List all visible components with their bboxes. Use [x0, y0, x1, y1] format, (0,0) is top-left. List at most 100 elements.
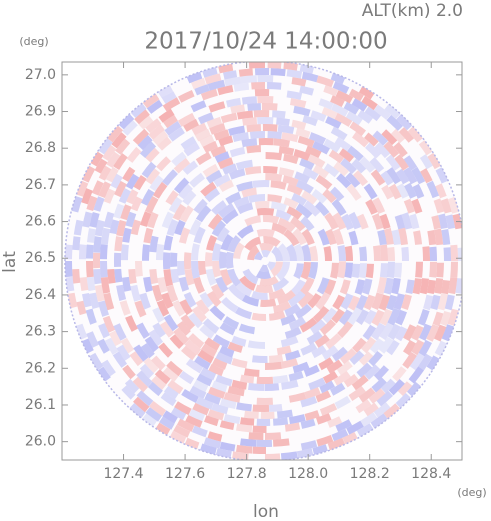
y-tick-label: 26.8 — [25, 140, 56, 156]
echo-cell — [314, 334, 330, 348]
echo-cell — [235, 306, 252, 320]
echo-cell — [180, 314, 196, 331]
echo-cell — [244, 410, 259, 419]
echo-cell — [129, 351, 144, 367]
echo-cell — [330, 126, 348, 141]
echo-cell — [223, 316, 240, 330]
echo-cell — [244, 166, 262, 175]
echo-cell — [307, 293, 322, 309]
echo-cell — [185, 415, 203, 428]
echo-cell — [109, 219, 120, 235]
echo-cell — [157, 85, 174, 98]
echo-cell — [210, 284, 225, 300]
echo-cell — [368, 388, 386, 404]
echo-cell — [312, 444, 328, 455]
echo-cell — [195, 396, 214, 410]
echo-cell — [434, 340, 448, 357]
echo-cell — [162, 252, 171, 270]
echo-cell — [146, 99, 163, 114]
echo-cell — [177, 112, 196, 127]
echo-cell — [199, 324, 215, 339]
echo-cell — [276, 117, 290, 127]
echo-cell — [395, 309, 407, 326]
echo-cell — [288, 371, 304, 382]
echo-cell — [200, 367, 217, 381]
echo-cell — [85, 308, 97, 325]
echo-cell — [236, 444, 253, 454]
echo-cell — [328, 149, 345, 164]
echo-cell — [173, 157, 191, 174]
echo-cell — [396, 168, 410, 185]
echo-cell — [161, 211, 175, 229]
echo-cell — [270, 180, 287, 190]
echo-cell — [194, 128, 211, 142]
echo-cell — [412, 183, 425, 199]
echo-cell — [249, 131, 265, 139]
echo-cell — [330, 382, 346, 396]
echo-cell — [200, 343, 217, 358]
echo-cell — [183, 292, 197, 308]
echo-cell — [116, 284, 127, 301]
echo-cell — [183, 252, 192, 270]
echo-cell — [348, 230, 359, 246]
echo-cell — [152, 130, 169, 146]
y-tick-label: 26.1 — [25, 397, 56, 413]
echo-cell — [109, 330, 122, 347]
echo-cell — [191, 425, 208, 438]
echo-cell — [334, 112, 353, 127]
echo-cell — [204, 392, 221, 405]
echo-cell — [386, 114, 403, 131]
y-tick-label: 26.3 — [25, 324, 56, 340]
echo-cell — [298, 291, 314, 308]
echo-cell — [81, 338, 94, 354]
echo-cell — [338, 148, 355, 163]
echo-cell — [284, 303, 301, 317]
echo-cell — [159, 416, 175, 430]
echo-cell — [188, 408, 205, 422]
echo-cell — [130, 103, 147, 118]
echo-cell — [282, 175, 299, 187]
echo-cell — [332, 81, 350, 94]
echo-cell — [156, 299, 170, 317]
echo-cell — [356, 423, 374, 437]
echo-cell — [308, 262, 318, 280]
echo-cell — [437, 293, 448, 311]
echo-cell — [379, 322, 394, 341]
echo-cell — [380, 244, 389, 261]
echo-cell — [156, 156, 171, 172]
echo-cell — [286, 69, 303, 79]
echo-cell — [102, 144, 117, 161]
echo-cell — [383, 277, 394, 295]
echo-cell — [107, 125, 123, 143]
echo-cell — [278, 167, 295, 178]
echo-cell — [419, 154, 433, 170]
echo-cell — [288, 290, 306, 307]
echo-cell — [369, 338, 385, 354]
echo-cell — [265, 432, 282, 441]
echo-cell — [82, 211, 93, 228]
echo-cell — [251, 312, 267, 322]
echo-cell — [172, 300, 186, 317]
echo-cell — [211, 220, 227, 237]
echo-cell — [187, 333, 205, 349]
echo-cell — [434, 228, 444, 246]
echo-cell — [413, 230, 423, 245]
echo-cell — [405, 279, 415, 294]
echo-cell — [176, 321, 191, 336]
echo-cell — [324, 212, 339, 230]
echo-cell — [240, 417, 255, 426]
echo-cell — [132, 128, 150, 145]
echo-cell — [256, 376, 274, 384]
echo-cell — [299, 317, 318, 333]
echo-cell — [136, 390, 154, 407]
echo-cell — [231, 379, 248, 390]
echo-cell — [163, 269, 173, 287]
echo-cell — [178, 183, 193, 200]
echo-cell — [211, 261, 222, 278]
echo-cell — [346, 183, 362, 201]
echo-cell — [345, 111, 363, 126]
echo-cell — [248, 62, 265, 69]
echo-cell — [167, 379, 184, 394]
echo-cell — [300, 440, 318, 451]
echo-cell — [191, 78, 206, 90]
